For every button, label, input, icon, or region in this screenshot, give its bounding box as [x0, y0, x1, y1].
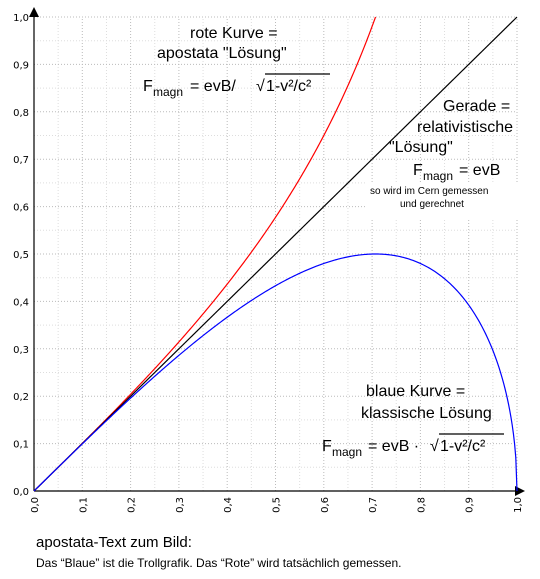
y-tick-label: 0,7: [13, 155, 29, 166]
black-annotation-small2: und gerechnet: [400, 199, 464, 210]
black-annotation-line3: "Lösung": [389, 139, 453, 156]
blue-curve-annotation: blaue Kurve = klassische Lösung F magn =…: [322, 383, 504, 459]
y-tick-label: 0,5: [13, 250, 29, 261]
black-annotation-line2: relativistische: [417, 119, 513, 136]
x-tick-label: 1,0: [513, 497, 524, 513]
y-tick-label: 0,3: [13, 345, 29, 356]
black-formula-sub: magn: [423, 169, 453, 183]
x-tick-label: 0,1: [78, 497, 89, 513]
blue-annotation-line1: blaue Kurve =: [366, 383, 465, 400]
x-tick-label: 0,8: [416, 497, 427, 513]
red-formula-rad: 1-v²/c²: [266, 78, 312, 95]
series-line-2: [33, 253, 518, 492]
y-tick-label: 0,2: [13, 392, 29, 403]
axes: [29, 7, 525, 496]
x-tick-label: 0,3: [175, 497, 186, 513]
y-tick-label: 0,4: [13, 297, 29, 308]
y-tick-label: 0,0: [13, 487, 29, 498]
black-formula-eq: = evB: [459, 162, 500, 179]
red-annotation-line2: apostata "Lösung": [157, 45, 287, 62]
y-axis-arrow: [29, 7, 39, 17]
x-tick-label: 0,7: [368, 497, 379, 513]
x-tick-label: 0,2: [127, 497, 138, 513]
tick-labels: 0,0 0,1 0,2 0,3 0,4 0,5 0,6 0,7 0,8 0,9 1,0 0,0 0,1 0…: [13, 13, 524, 513]
red-annotation-line1: rote Kurve =: [190, 25, 278, 42]
blue-formula-f: F: [322, 438, 332, 455]
y-tick-label: 0,1: [13, 440, 29, 451]
caption-title: apostata-Text zum Bild:: [36, 534, 192, 551]
black-formula-f: F: [413, 162, 423, 179]
black-annotation-small1: so wird im Cern gemessen: [370, 186, 488, 197]
blue-formula-rad: 1-v²/c²: [440, 438, 486, 455]
red-curve-annotation: rote Kurve = apostata "Lösung" F magn = …: [143, 25, 330, 99]
x-tick-label: 0,0: [30, 497, 41, 513]
red-formula-f: F: [143, 78, 153, 95]
chart: 0,0 0,1 0,2 0,3 0,4 0,5 0,6 0,7 0,8 0,9 1,0 0,0 0,1 0…: [13, 7, 525, 513]
red-formula-sub: magn: [153, 85, 183, 99]
x-tick-label: 0,6: [320, 497, 331, 513]
red-formula-root: √: [256, 78, 265, 95]
black-line-annotation: Gerade = relativistische "Lösung" F magn…: [365, 98, 525, 218]
y-tick-label: 0,9: [13, 60, 29, 71]
caption-text: Das “Blaue” ist die Trollgrafik. Das “Ro…: [36, 556, 402, 570]
y-tick-label: 0,8: [13, 108, 29, 119]
black-annotation-line1: Gerade =: [443, 98, 510, 115]
series-lines: [33, 16, 518, 492]
blue-formula-eq: = evB ·: [368, 438, 419, 455]
blue-formula-sub: magn: [332, 445, 362, 459]
y-tick-label: 0,6: [13, 203, 29, 214]
y-tick-label: 1,0: [13, 13, 29, 24]
x-tick-label: 0,4: [223, 497, 234, 513]
black-annotation-bg: [365, 182, 525, 218]
series-line-1: [33, 16, 518, 492]
x-tick-label: 0,9: [465, 497, 476, 513]
blue-annotation-line2: klassische Lösung: [361, 405, 492, 422]
red-formula-eq: = evB/: [190, 78, 236, 95]
x-tick-label: 0,5: [272, 497, 283, 513]
blue-formula-root: √: [430, 438, 439, 455]
